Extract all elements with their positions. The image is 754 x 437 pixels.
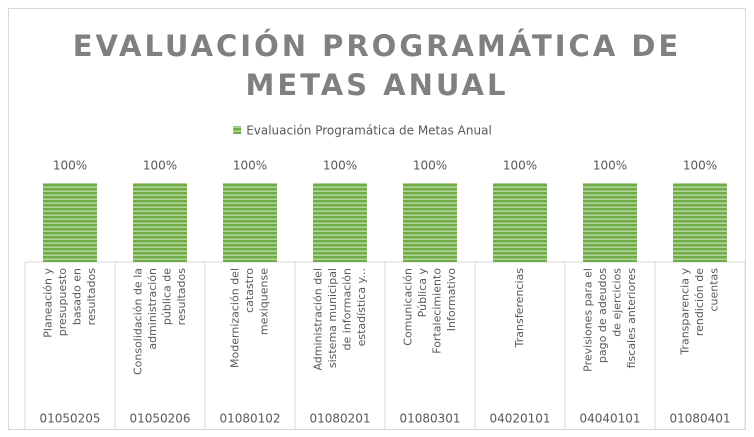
bar bbox=[43, 183, 97, 262]
x-tick-label: 01080301 bbox=[399, 412, 460, 426]
category-name: Modernización del bbox=[229, 268, 242, 368]
category-name: mexiquense bbox=[258, 268, 271, 335]
category-name: Consolidación de la bbox=[131, 268, 144, 375]
x-tick-label: 01050206 bbox=[129, 412, 190, 426]
category-name: Previsiones para el bbox=[581, 268, 594, 372]
bar bbox=[133, 183, 187, 262]
category-name: fiscales anteriores bbox=[625, 268, 638, 369]
category-name: Transparencia y bbox=[679, 268, 692, 356]
legend-swatch bbox=[233, 126, 242, 134]
data-label: 100% bbox=[413, 159, 447, 173]
data-label: 100% bbox=[503, 159, 537, 173]
chart-title: METAS ANUAL bbox=[246, 68, 509, 102]
x-tick-label: 01050205 bbox=[39, 412, 100, 426]
category-name: presupuesto bbox=[56, 268, 69, 336]
legend-label: Evaluación Programática de Metas Anual bbox=[246, 124, 492, 138]
category-name: rendición de bbox=[693, 268, 706, 336]
x-tick-label: 04020101 bbox=[489, 412, 550, 426]
category-name: Planeación y bbox=[41, 268, 54, 338]
data-label: 100% bbox=[683, 159, 717, 173]
bar bbox=[493, 183, 547, 262]
data-label: 100% bbox=[53, 159, 87, 173]
x-tick-label: 01080201 bbox=[309, 412, 370, 426]
data-label: 100% bbox=[233, 159, 267, 173]
category-name: Administración del bbox=[311, 268, 324, 371]
category-name: administración bbox=[146, 268, 159, 350]
category-name: resultados bbox=[85, 268, 98, 326]
category-name: cuentas bbox=[708, 268, 721, 312]
x-tick-label: 01080401 bbox=[669, 412, 730, 426]
category-name: catastro bbox=[243, 268, 256, 313]
category-name: Pública y bbox=[416, 268, 429, 318]
x-tick-label: 01080102 bbox=[219, 412, 280, 426]
category-name: pública de bbox=[160, 268, 173, 325]
bar bbox=[313, 183, 367, 262]
x-tick-label: 04040101 bbox=[579, 412, 640, 426]
category-name: Comunicación bbox=[401, 268, 414, 346]
category-name: Informativo bbox=[445, 268, 458, 331]
bar bbox=[583, 183, 637, 262]
category-name: resultados bbox=[175, 268, 188, 326]
bar bbox=[223, 183, 277, 262]
bar bbox=[403, 183, 457, 262]
bar bbox=[673, 183, 727, 262]
category-name: pago de adeudos bbox=[596, 268, 609, 363]
data-label: 100% bbox=[143, 159, 177, 173]
category-name: basado en bbox=[70, 268, 83, 325]
category-name: sistema municipal bbox=[326, 268, 339, 368]
category-name: estadística y... bbox=[355, 268, 368, 346]
data-label: 100% bbox=[593, 159, 627, 173]
category-name: Fortalecimiento bbox=[430, 268, 443, 354]
category-name: Transferencias bbox=[513, 268, 526, 349]
chart-title: EVALUACIÓN PROGRAMÁTICA DE bbox=[73, 29, 682, 63]
category-name: de información bbox=[340, 268, 353, 350]
data-label: 100% bbox=[323, 159, 357, 173]
category-name: de ejercicios bbox=[610, 268, 623, 337]
